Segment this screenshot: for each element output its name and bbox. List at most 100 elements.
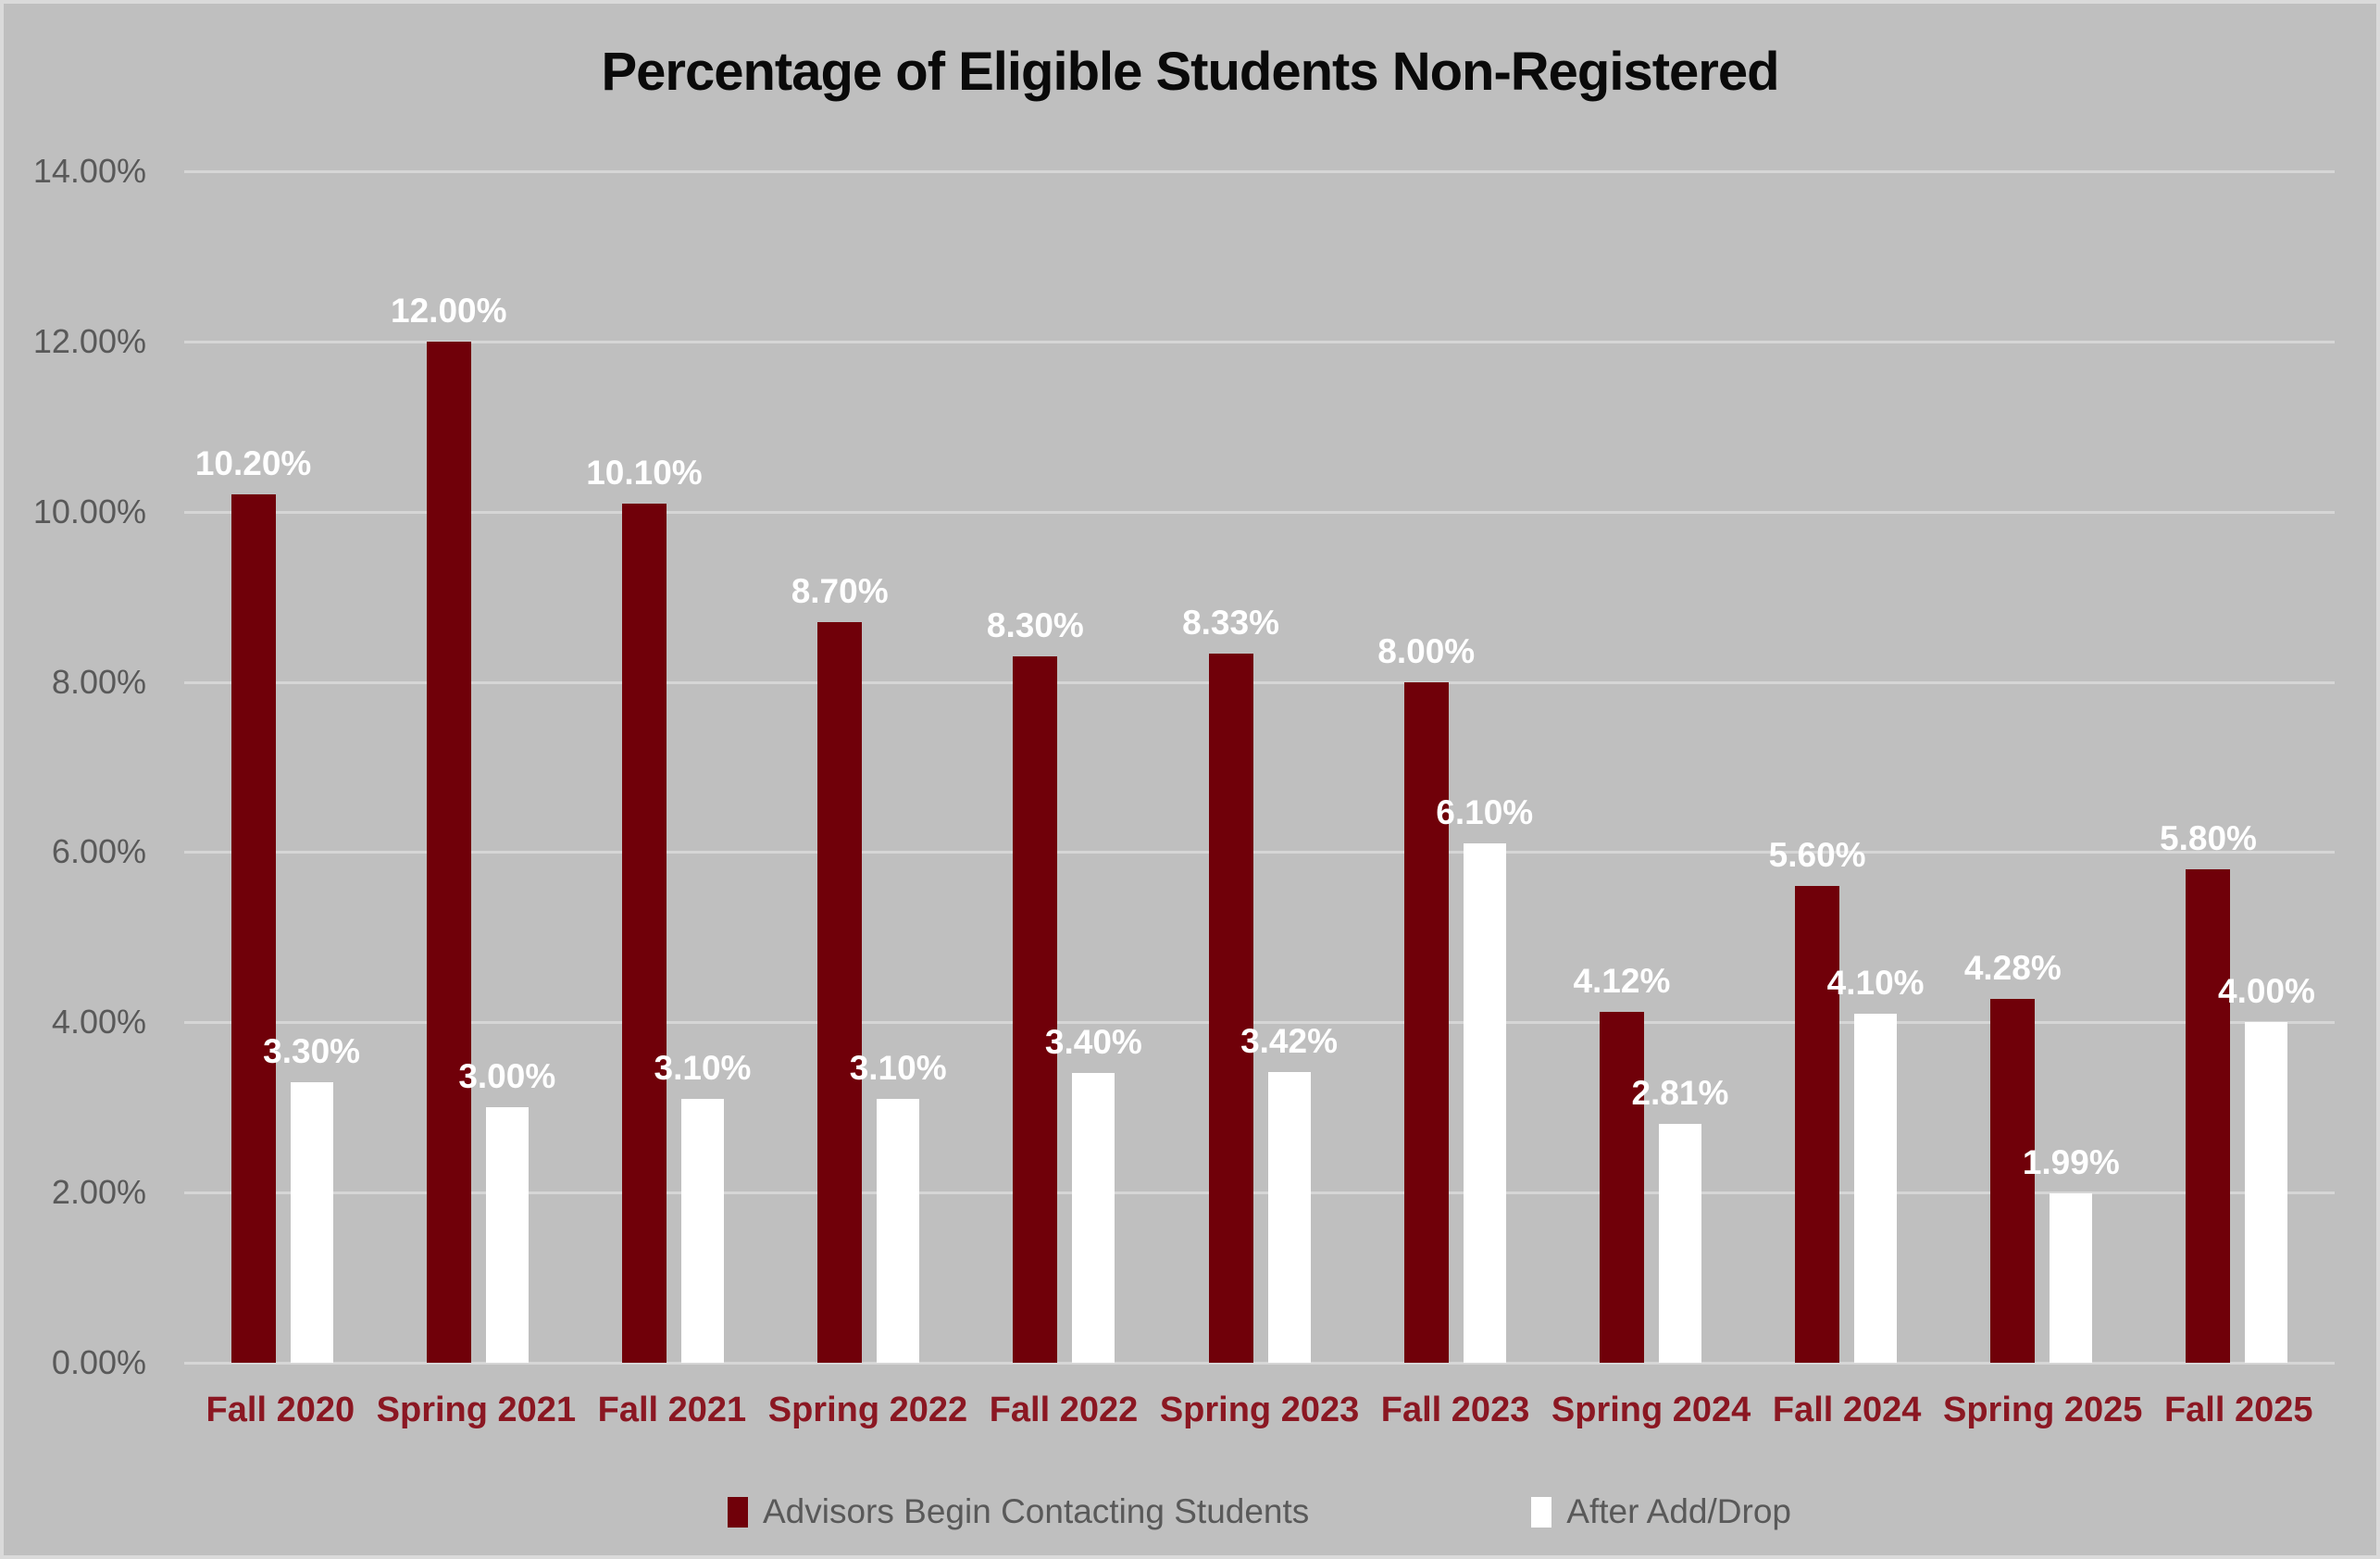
bar-value-label: 3.42% [1240, 1021, 1338, 1060]
bar-value-label: 8.30% [986, 606, 1084, 644]
bar-after-add-drop: 3.00% [458, 1057, 555, 1363]
legend-item-after-add-drop: After Add/Drop [1531, 1492, 1791, 1531]
x-category-label: Fall 2022 [989, 1391, 1139, 1429]
x-category-label: Fall 2025 [2163, 1391, 2313, 1429]
bar-pair: 5.80% 4.00% [2160, 171, 2315, 1363]
x-category-label: Spring 2023 [1159, 1391, 1360, 1429]
bar-after-add-drop: 1.99% [2023, 1143, 2120, 1363]
bar-advisors: 8.30% [987, 606, 1084, 1363]
x-category-label: Spring 2021 [376, 1391, 577, 1429]
bar-after-add-drop: 3.40% [1045, 1023, 1142, 1363]
category-cell: 4.12% 2.81% [1552, 171, 1748, 1363]
bar-value-label: 10.10% [586, 453, 703, 492]
category-cell: 12.00% 3.00% [380, 171, 575, 1363]
y-tick-label: 0.00% [51, 1343, 146, 1381]
gridline [184, 1021, 2335, 1025]
y-tick-label: 2.00% [51, 1173, 146, 1212]
bar-value-label: 2.81% [1631, 1073, 1729, 1112]
bar-pair: 4.28% 1.99% [1964, 171, 2120, 1363]
gridline [184, 1191, 2335, 1195]
bar-value-label: 3.10% [849, 1049, 947, 1088]
gridline [184, 340, 2335, 343]
bar-value-label: 3.00% [458, 1057, 556, 1096]
bar-value-label: 12.00% [391, 291, 507, 330]
legend-label: After Add/Drop [1566, 1492, 1791, 1530]
bar-pair: 10.20% 3.30% [195, 171, 360, 1363]
bar-value-label: 6.10% [1436, 793, 1534, 832]
y-tick-label: 8.00% [51, 662, 146, 701]
bar-advisors: 4.28% [1964, 949, 2062, 1363]
category-cell: 8.33% 3.42% [1162, 171, 1357, 1363]
bar-after-add-drop: 4.00% [2218, 972, 2315, 1363]
bar-advisors: 12.00% [391, 292, 507, 1363]
bar-advisors: 8.33% [1182, 604, 1279, 1363]
bar-value-label: 8.33% [1182, 604, 1279, 642]
bar-after-add-drop: 6.10% [1436, 793, 1533, 1363]
bar-pair: 5.60% 4.10% [1769, 171, 1925, 1363]
legend: Advisors Begin Contacting Students After … [184, 1492, 2335, 1531]
category-cell: 5.80% 4.00% [2139, 171, 2335, 1363]
bar-after-add-drop: 3.30% [263, 1032, 360, 1363]
bar-value-label: 10.20% [194, 444, 312, 483]
bar-value-label: 3.10% [654, 1049, 752, 1088]
bars-row: 10.20% 3.30% 12.00% 3.00% 10.10% 3.10% 8.70% 3.… [184, 171, 2335, 1363]
y-tick-label: 12.00% [32, 321, 146, 360]
bar-after-add-drop: 3.10% [654, 1049, 751, 1363]
bar-value-label: 1.99% [2022, 1143, 2120, 1182]
gridline [184, 510, 2335, 514]
x-axis-labels: Fall 2020 Spring 2021 Fall 2021 Spring 2022… [184, 1391, 2335, 1430]
bar-pair: 8.70% 3.10% [791, 171, 947, 1363]
bar-pair: 4.12% 2.81% [1573, 171, 1728, 1363]
bar-value-label: 4.00% [2218, 972, 2315, 1011]
bar-value-label: 5.60% [1768, 836, 1866, 875]
bar-value-label: 3.40% [1044, 1023, 1142, 1062]
bar-pair: 10.10% 3.10% [586, 171, 751, 1363]
category-cell: 4.28% 1.99% [1944, 171, 2139, 1363]
gridline [184, 680, 2335, 684]
bar-value-label: 8.70% [791, 572, 889, 611]
gridline [184, 170, 2335, 173]
gridline [184, 851, 2335, 854]
category-cell: 10.10% 3.10% [575, 171, 770, 1363]
y-tick-label: 10.00% [32, 492, 146, 530]
bar-advisors: 8.70% [791, 572, 889, 1363]
plot-area: 10.20% 3.30% 12.00% 3.00% 10.10% 3.10% 8.70% 3.… [184, 170, 2335, 1365]
y-axis: 0.00% 2.00% 4.00% 6.00% 8.00% 10.00% 12.00% 14.… [7, 152, 154, 1381]
bar-value-label: 4.28% [1963, 948, 2062, 987]
legend-swatch [1531, 1496, 1552, 1528]
bar-advisors: 4.12% [1573, 962, 1670, 1363]
bar-pair: 8.00% 6.10% [1377, 171, 1533, 1363]
category-cell: 8.00% 6.10% [1357, 171, 1552, 1363]
bar-value-label: 3.30% [263, 1031, 361, 1070]
bar-pair: 12.00% 3.00% [391, 171, 555, 1363]
bar-after-add-drop: 2.81% [1631, 1074, 1728, 1363]
bar-advisors: 8.00% [1377, 632, 1475, 1363]
x-category-label: Fall 2024 [1772, 1391, 1922, 1429]
legend-swatch [728, 1496, 748, 1528]
chart-title: Percentage of Eligible Students Non-Regi… [601, 42, 1779, 102]
x-category-label: Fall 2020 [206, 1391, 355, 1429]
x-category-label: Spring 2022 [767, 1391, 968, 1429]
x-category-label: Fall 2023 [1380, 1391, 1530, 1429]
bar-value-label: 4.12% [1573, 962, 1671, 1001]
category-cell: 10.20% 3.30% [184, 171, 380, 1363]
category-cell: 8.70% 3.10% [771, 171, 966, 1363]
legend-item-advisors: Advisors Begin Contacting Students [728, 1492, 1309, 1531]
bar-value-label: 4.10% [1826, 964, 1925, 1003]
gridline [184, 1362, 2335, 1365]
bar-advisors: 10.20% [195, 444, 311, 1363]
legend-label: Advisors Begin Contacting Students [763, 1492, 1310, 1530]
x-category-label: Spring 2024 [1551, 1391, 1751, 1429]
bar-pair: 8.30% 3.40% [987, 171, 1142, 1363]
x-category-label: Fall 2021 [597, 1391, 747, 1429]
category-cell: 8.30% 3.40% [966, 171, 1162, 1363]
y-tick-label: 14.00% [32, 152, 146, 190]
bar-value-label: 5.80% [2160, 818, 2257, 857]
bar-after-add-drop: 4.10% [1827, 964, 1925, 1363]
bar-pair: 8.33% 3.42% [1182, 171, 1338, 1363]
bar-after-add-drop: 3.10% [850, 1049, 947, 1363]
bar-advisors: 10.10% [586, 454, 703, 1363]
y-tick-label: 4.00% [51, 1003, 146, 1041]
bar-advisors: 5.60% [1769, 836, 1866, 1363]
